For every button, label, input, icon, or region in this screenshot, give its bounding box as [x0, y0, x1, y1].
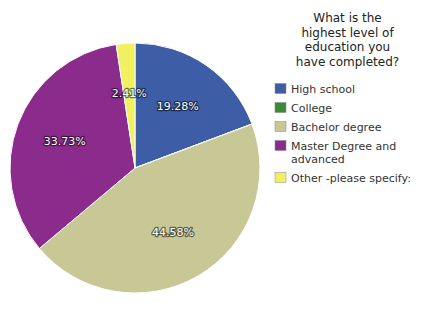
- legend-label: Master Degree andadvanced: [291, 140, 396, 166]
- legend-swatch: [275, 84, 286, 94]
- chart-title: What is thehighest level ofeducation you…: [296, 11, 399, 69]
- legend-label: High school: [291, 83, 355, 96]
- legend-label: Bachelor degree: [291, 121, 382, 134]
- data-label: 33.73%: [44, 135, 86, 148]
- legend-label: College: [291, 102, 332, 115]
- data-labels: 19.28% 44.58% 33.73% 2.41%: [44, 87, 199, 240]
- legend-swatch: [275, 103, 286, 113]
- pie-slice: [116, 43, 135, 168]
- pie: [10, 43, 260, 293]
- chart: 19.28% 44.58% 33.73% 2.41% What is thehighes…: [0, 0, 430, 330]
- legend-label: Other -please specify:: [291, 172, 411, 185]
- pie-slice: [10, 44, 135, 248]
- legend-swatch: [275, 141, 286, 151]
- legend-swatch: [275, 122, 286, 132]
- legend: What is thehighest level ofeducation you…: [275, 11, 411, 185]
- data-label: 44.58%: [152, 226, 194, 239]
- data-label: 2.41%: [112, 87, 147, 100]
- chart-container: 19.28% 44.58% 33.73% 2.41% What is thehighes…: [0, 0, 430, 330]
- data-label: 19.28%: [157, 100, 199, 113]
- legend-swatch: [275, 173, 286, 183]
